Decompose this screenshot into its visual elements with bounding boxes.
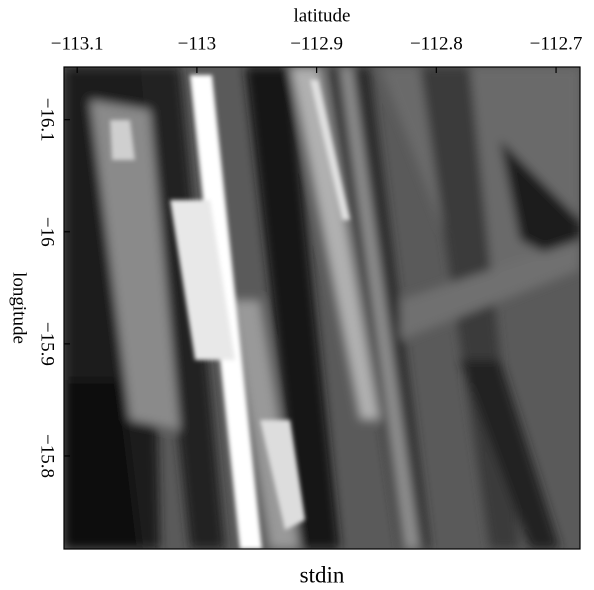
x-tick-label: −112.8: [410, 33, 463, 54]
chart-title: stdin: [300, 562, 345, 587]
x-tick-label: −112.7: [530, 33, 583, 54]
y-tick-label: −16.1: [37, 98, 58, 142]
y-axis-label: longitude: [9, 272, 30, 344]
plot-frame: [63, 66, 581, 550]
image: [64, 67, 580, 549]
x-tick-label: −113: [178, 33, 217, 54]
x-tick-label: −113.1: [51, 33, 104, 54]
x-tick-label: −112.9: [290, 33, 343, 54]
y-tick-label: −15.8: [37, 434, 58, 478]
y-tick-label: −16: [37, 217, 58, 247]
x-axis-label: latitude: [294, 5, 351, 26]
y-tick-label: −15.9: [37, 322, 58, 366]
